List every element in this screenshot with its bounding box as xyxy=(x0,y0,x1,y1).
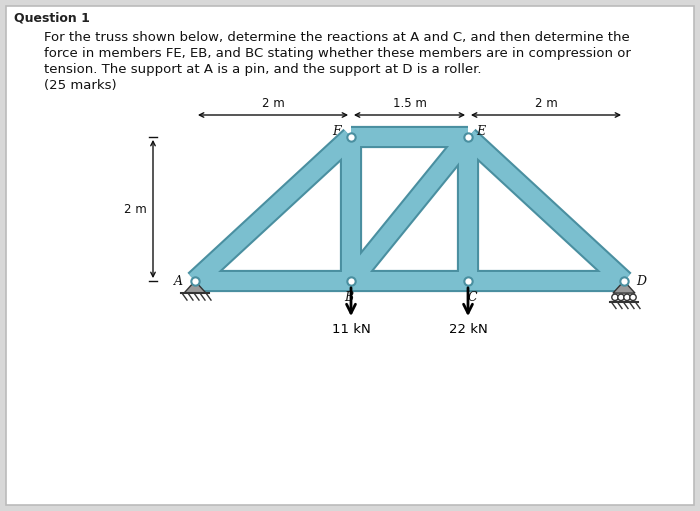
Text: 2 m: 2 m xyxy=(262,97,284,110)
Text: E: E xyxy=(476,125,485,137)
Text: 2 m: 2 m xyxy=(125,202,147,216)
Text: For the truss shown below, determine the reactions at A and C, and then determin: For the truss shown below, determine the… xyxy=(44,31,630,44)
Text: force in members FE, EB, and BC stating whether these members are in compression: force in members FE, EB, and BC stating … xyxy=(44,47,631,60)
Text: (25 marks): (25 marks) xyxy=(44,79,117,92)
Text: tension. The support at A is a pin, and the support at D is a roller.: tension. The support at A is a pin, and … xyxy=(44,63,482,76)
Text: 2 m: 2 m xyxy=(535,97,557,110)
Circle shape xyxy=(618,294,624,300)
Text: 22 kN: 22 kN xyxy=(449,323,487,336)
Text: 11 kN: 11 kN xyxy=(332,323,370,336)
Text: D: D xyxy=(636,274,646,288)
Circle shape xyxy=(630,294,636,300)
Text: 1.5 m: 1.5 m xyxy=(393,97,426,110)
Text: B: B xyxy=(344,290,354,304)
Polygon shape xyxy=(184,281,206,293)
Circle shape xyxy=(612,294,618,300)
FancyBboxPatch shape xyxy=(6,6,694,505)
Polygon shape xyxy=(613,281,635,293)
Circle shape xyxy=(624,294,630,300)
Text: C: C xyxy=(467,290,477,304)
Text: Question 1: Question 1 xyxy=(14,11,90,24)
Text: F: F xyxy=(332,125,341,137)
Text: A: A xyxy=(174,274,183,288)
